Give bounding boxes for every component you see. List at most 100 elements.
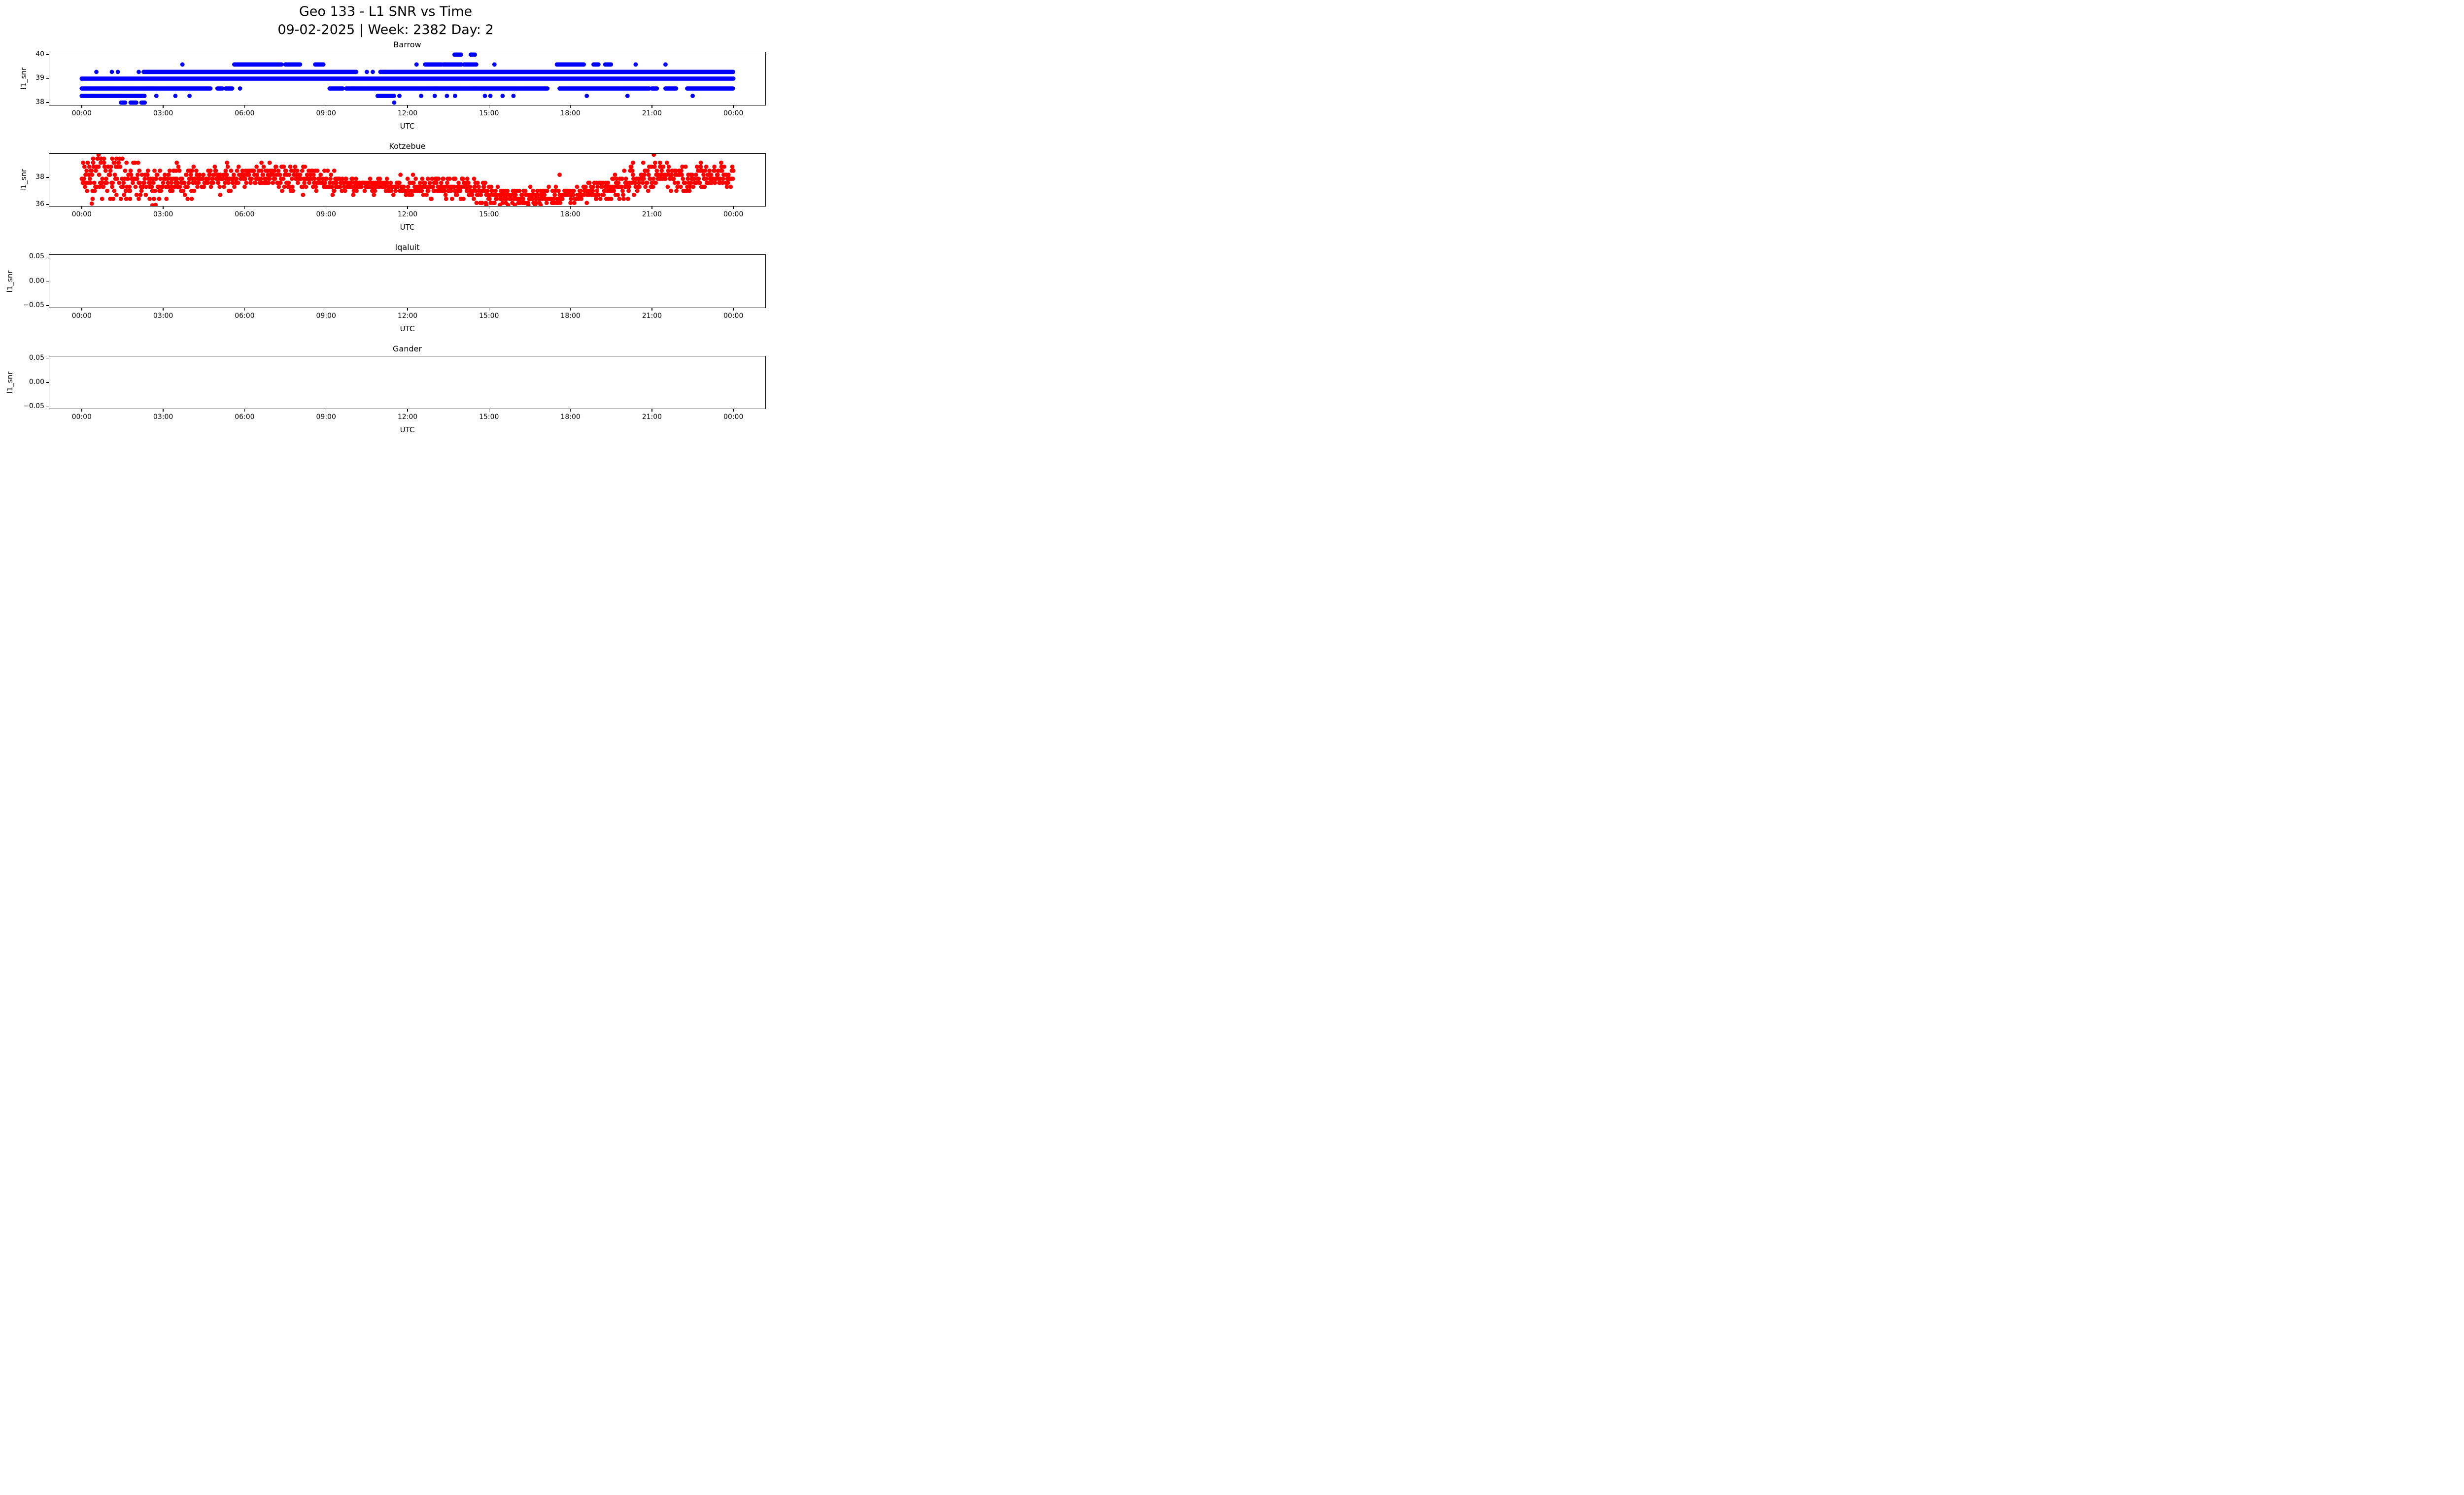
iqaluit-x-tick [407, 308, 408, 311]
kotzebue-x-tick [570, 207, 571, 209]
subplot-title-kotzebue: Kotzebue [389, 141, 426, 151]
barrow-x-tick [244, 105, 245, 108]
iqaluit-x-axis-label: UTC [400, 324, 415, 333]
barrow-y-tick [46, 78, 49, 79]
kotzebue-scatter-canvas [49, 153, 766, 207]
iqaluit-x-tick-label: 12:00 [397, 312, 418, 320]
gander-x-axis-label: UTC [400, 425, 415, 435]
gander-x-tick-label: 15:00 [479, 413, 499, 421]
gander-x-tick-label: 12:00 [397, 413, 418, 421]
kotzebue-y-tick [46, 204, 49, 205]
gander-y-tick [46, 406, 49, 408]
kotzebue-x-tick-label: 12:00 [397, 210, 418, 219]
barrow-y-tick-label: 39 [35, 74, 44, 82]
subplot-title-barrow: Barrow [393, 40, 421, 50]
barrow-x-tick-label: 12:00 [397, 109, 418, 117]
barrow-x-tick [488, 105, 490, 108]
barrow-scatter-canvas [49, 52, 766, 105]
gander-x-tick [407, 409, 408, 412]
iqaluit-y-tick-label: −0.05 [23, 301, 44, 309]
iqaluit-x-tick [651, 308, 652, 311]
gander-x-tick-label: 21:00 [642, 413, 662, 421]
barrow-y-tick-label: 40 [35, 50, 44, 58]
iqaluit-x-tick [244, 308, 245, 311]
barrow-x-tick-label: 00:00 [71, 109, 92, 117]
barrow-x-tick-label: 06:00 [235, 109, 255, 117]
gander-x-tick-label: 00:00 [71, 413, 92, 421]
barrow-x-tick-label: 18:00 [560, 109, 581, 117]
iqaluit-x-tick [733, 308, 734, 311]
kotzebue-x-tick [733, 207, 734, 209]
kotzebue-x-tick [244, 207, 245, 209]
gander-y-tick [46, 357, 49, 359]
barrow-x-tick-label: 00:00 [723, 109, 744, 117]
kotzebue-x-tick-label: 18:00 [560, 210, 581, 219]
kotzebue-y-tick-label: 38 [35, 173, 44, 181]
gander-x-tick-label: 06:00 [235, 413, 255, 421]
subplot-title-gander: Gander [393, 344, 422, 353]
kotzebue-axes-frame [49, 153, 766, 207]
iqaluit-x-tick-label: 15:00 [479, 312, 499, 320]
gander-x-tick-label: 03:00 [153, 413, 173, 421]
iqaluit-x-tick-label: 00:00 [723, 312, 744, 320]
iqaluit-x-tick-label: 06:00 [235, 312, 255, 320]
barrow-axes-frame [49, 52, 766, 105]
iqaluit-x-tick [163, 308, 164, 311]
barrow-x-tick [407, 105, 408, 108]
gander-scatter-canvas [49, 355, 766, 410]
kotzebue-x-tick [651, 207, 652, 209]
figure-title-line1: Geo 133 - L1 SNR vs Time [299, 4, 473, 19]
barrow-x-tick-label: 21:00 [642, 109, 662, 117]
subplot-title-iqaluit: Iqaluit [395, 243, 420, 252]
kotzebue-x-axis-label: UTC [400, 223, 415, 232]
kotzebue-x-tick [407, 207, 408, 209]
gander-y-tick-label: 0.00 [29, 378, 44, 386]
iqaluit-y-tick [46, 256, 49, 258]
gander-x-tick [81, 409, 82, 412]
gander-x-tick [570, 409, 571, 412]
barrow-x-axis-label: UTC [400, 121, 415, 131]
iqaluit-x-tick [570, 308, 571, 311]
barrow-x-tick [651, 105, 652, 108]
iqaluit-y-tick [46, 305, 49, 306]
iqaluit-y-tick [46, 280, 49, 282]
iqaluit-y-tick-label: 0.05 [29, 252, 44, 261]
iqaluit-x-tick [325, 308, 327, 311]
barrow-x-tick-label: 15:00 [479, 109, 499, 117]
barrow-x-tick-label: 09:00 [316, 109, 336, 117]
kotzebue-x-tick [163, 207, 164, 209]
kotzebue-x-tick-label: 21:00 [642, 210, 662, 219]
gander-x-tick-label: 09:00 [316, 413, 336, 421]
barrow-x-tick [163, 105, 164, 108]
iqaluit-x-tick [81, 308, 82, 311]
barrow-y-tick [46, 102, 49, 103]
iqaluit-x-tick-label: 03:00 [153, 312, 173, 320]
gander-x-tick [163, 409, 164, 412]
kotzebue-x-tick-label: 00:00 [71, 210, 92, 219]
kotzebue-x-tick [81, 207, 82, 209]
kotzebue-y-axis-label: l1_snr [19, 169, 28, 191]
figure-title-line2: 09-02-2025 | Week: 2382 Day: 2 [277, 22, 494, 37]
gander-x-tick [651, 409, 652, 412]
iqaluit-x-tick-label: 18:00 [560, 312, 581, 320]
iqaluit-x-tick-label: 00:00 [71, 312, 92, 320]
kotzebue-x-tick-label: 09:00 [316, 210, 336, 219]
gander-x-tick-label: 18:00 [560, 413, 581, 421]
gander-y-tick-label: −0.05 [23, 402, 44, 411]
kotzebue-y-tick [46, 177, 49, 178]
gander-y-tick [46, 382, 49, 383]
iqaluit-scatter-canvas [49, 254, 766, 308]
barrow-x-tick [733, 105, 734, 108]
gander-x-tick [244, 409, 245, 412]
figure-title: Geo 133 - L1 SNR vs Time 09-02-2025 | We… [0, 2, 771, 39]
iqaluit-x-tick-label: 21:00 [642, 312, 662, 320]
barrow-x-tick [570, 105, 571, 108]
gander-x-tick [733, 409, 734, 412]
barrow-y-axis-label: l1_snr [19, 68, 28, 90]
barrow-x-tick [325, 105, 327, 108]
kotzebue-x-tick-label: 00:00 [723, 210, 744, 219]
kotzebue-x-tick [325, 207, 327, 209]
figure: Geo 133 - L1 SNR vs Time 09-02-2025 | We… [0, 0, 771, 439]
kotzebue-x-tick [488, 207, 490, 209]
gander-axes-frame [49, 355, 766, 410]
